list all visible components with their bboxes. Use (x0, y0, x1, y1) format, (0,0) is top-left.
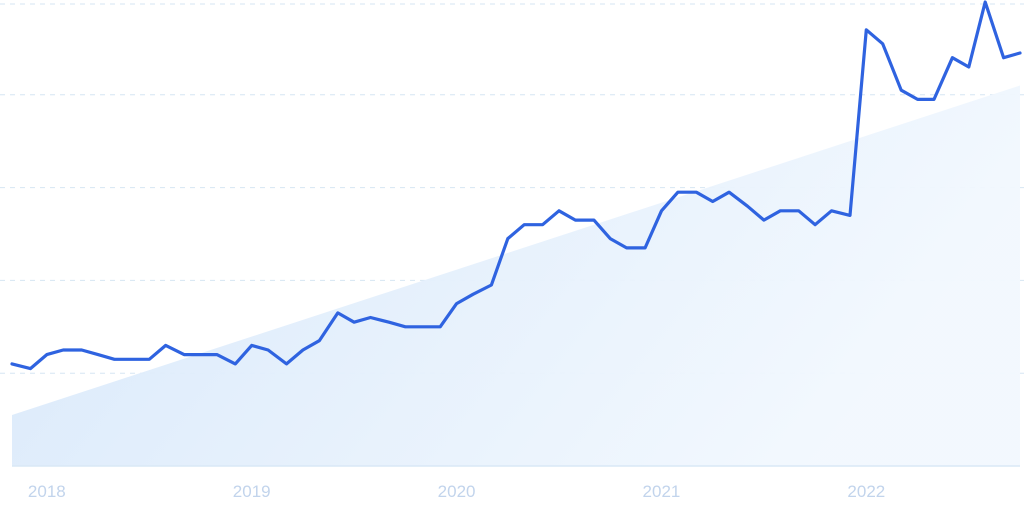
data-point (660, 209, 663, 212)
data-point (131, 358, 134, 361)
data-point (164, 344, 167, 347)
data-point (199, 353, 202, 356)
data-point (113, 358, 116, 361)
data-point (676, 191, 679, 194)
x-tick-label: 2020 (438, 482, 476, 501)
data-point (644, 246, 647, 249)
data-point (932, 98, 935, 101)
series-line (10, 0, 1022, 371)
x-tick-label: 2022 (847, 482, 885, 501)
data-point (848, 214, 851, 217)
data-point (967, 65, 970, 68)
data-point (404, 325, 407, 328)
data-point (471, 293, 474, 296)
data-point (900, 89, 903, 92)
data-point (728, 191, 731, 194)
data-point (267, 349, 270, 352)
data-point (592, 219, 595, 222)
data-point (523, 223, 526, 226)
trend-area (12, 85, 1020, 467)
x-tick-label: 2021 (643, 482, 681, 501)
x-axis-tick-labels: 2018 2019 2020 2021 2022 (28, 482, 885, 501)
data-point (574, 219, 577, 222)
data-point (215, 353, 218, 356)
x-tick-label: 2019 (233, 482, 271, 501)
data-point (881, 42, 884, 45)
data-point (506, 237, 509, 240)
data-point (301, 349, 304, 352)
data-point (29, 367, 32, 370)
data-point (541, 223, 544, 226)
data-point (814, 223, 817, 226)
data-point (746, 205, 749, 208)
data-point (865, 28, 868, 31)
data-point (1002, 56, 1005, 59)
data-point (80, 349, 83, 352)
data-point (183, 353, 186, 356)
data-point (490, 284, 493, 287)
data-point (250, 344, 253, 347)
data-point (609, 237, 612, 240)
data-point (45, 353, 48, 356)
data-point (62, 349, 65, 352)
data-point (625, 246, 628, 249)
data-point (984, 1, 987, 4)
data-point (420, 325, 423, 328)
data-point (695, 191, 698, 194)
data-point (951, 56, 954, 59)
data-point (830, 209, 833, 212)
data-point (318, 339, 321, 342)
data-point (369, 316, 372, 319)
data-point (779, 209, 782, 212)
data-point (558, 209, 561, 212)
data-point (387, 321, 390, 324)
data-point (234, 362, 237, 365)
data-point (11, 362, 14, 365)
data-point (797, 209, 800, 212)
data-point (455, 302, 458, 305)
data-point (1019, 52, 1022, 55)
data-point (916, 98, 919, 101)
data-point (148, 358, 151, 361)
data-point (97, 353, 100, 356)
data-point (353, 321, 356, 324)
data-point (762, 219, 765, 222)
x-tick-label: 2018 (28, 482, 66, 501)
data-point (336, 311, 339, 314)
data-point (439, 325, 442, 328)
data-point (711, 200, 714, 203)
data-point (285, 362, 288, 365)
